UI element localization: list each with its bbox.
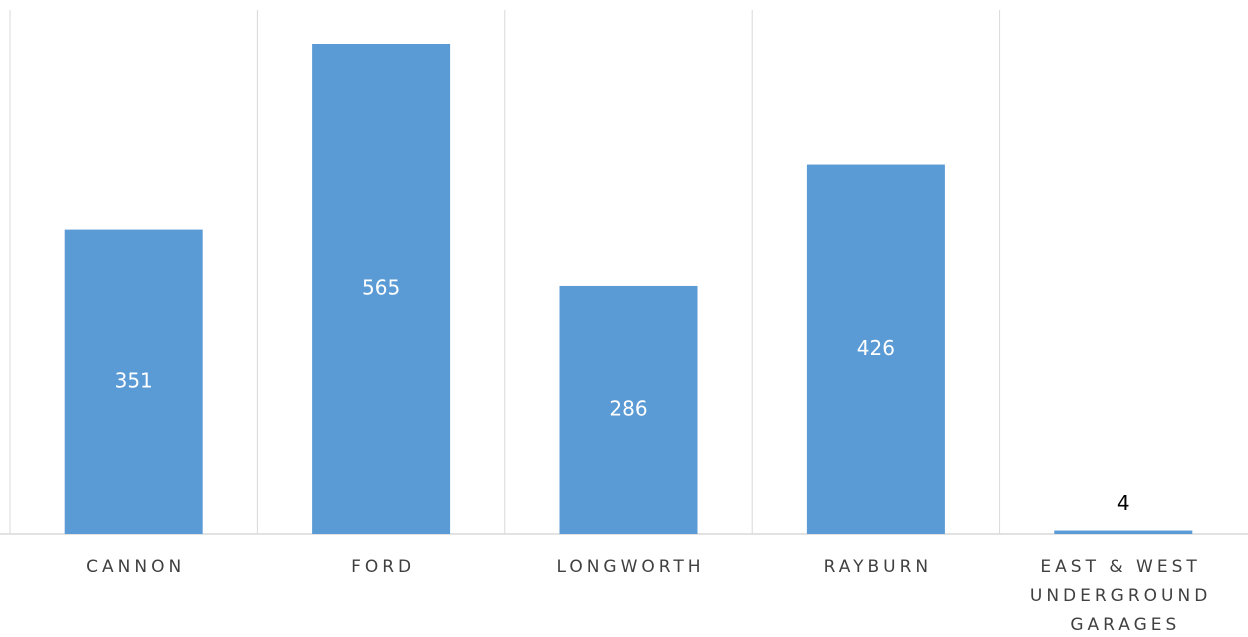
bar xyxy=(1054,530,1193,534)
bar xyxy=(64,229,203,534)
x-tick-label: CANNON xyxy=(86,557,185,577)
value-label: 426 xyxy=(857,336,895,360)
value-label: 286 xyxy=(609,396,647,420)
x-tick-label: EAST & WEST UNDERGROUND GARAGES xyxy=(1030,557,1221,635)
value-label: 565 xyxy=(362,276,400,300)
x-tick-label: LONGWORTH xyxy=(556,557,704,577)
x-tick-label: RAYBURN xyxy=(824,557,932,577)
value-label: 351 xyxy=(115,368,153,392)
x-tick-label: FORD xyxy=(351,557,415,577)
bar xyxy=(312,44,451,534)
value-label: 4 xyxy=(1117,491,1130,515)
bar xyxy=(806,164,945,534)
bar xyxy=(559,285,698,534)
